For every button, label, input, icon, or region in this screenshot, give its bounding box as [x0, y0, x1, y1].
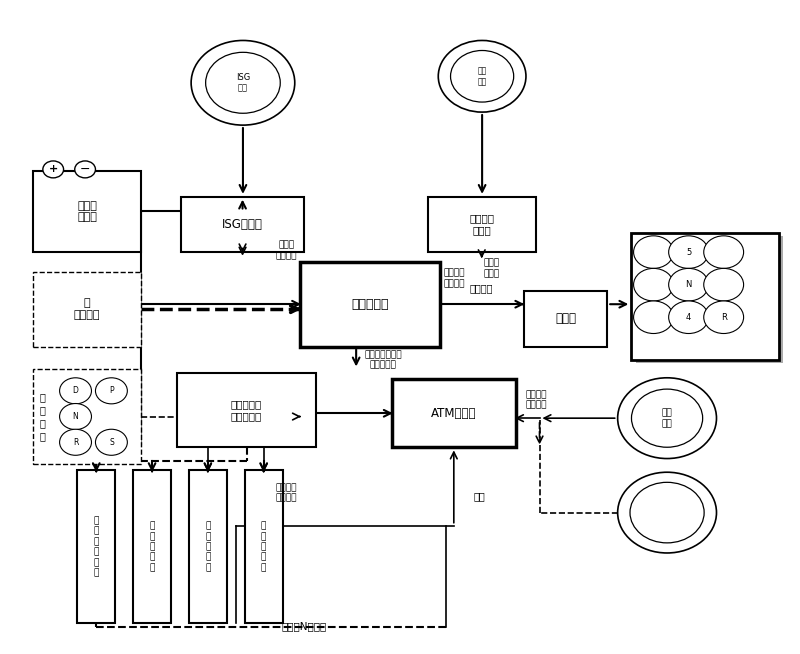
Text: 5: 5 [686, 248, 691, 256]
Text: P: P [109, 387, 114, 395]
Circle shape [634, 268, 674, 301]
Circle shape [43, 161, 63, 178]
Bar [631, 233, 778, 360]
Text: 换挡需求扭矩及
发动机转速: 换挡需求扭矩及 发动机转速 [364, 350, 402, 370]
Circle shape [704, 301, 744, 334]
Circle shape [450, 50, 514, 102]
Text: N: N [73, 412, 78, 421]
Text: 前
进
离
合
器: 前 进 离 合 器 [150, 521, 154, 572]
Text: 输: 输 [40, 418, 46, 428]
Text: ISG控制器: ISG控制器 [222, 218, 263, 231]
Circle shape [618, 472, 717, 553]
Text: 4: 4 [686, 313, 691, 322]
Text: 整车驱动模
式判定模块: 整车驱动模 式判定模块 [231, 399, 262, 421]
Text: −: − [80, 163, 90, 176]
Circle shape [669, 268, 709, 301]
Bar [392, 379, 515, 447]
Bar [300, 262, 440, 347]
Circle shape [704, 236, 744, 268]
Circle shape [95, 429, 127, 455]
Text: 常
啮
合
离
合
器: 常 啮 合 离 合 器 [94, 516, 99, 577]
Circle shape [59, 378, 91, 404]
Bar [245, 470, 283, 623]
Circle shape [74, 161, 95, 178]
Text: 档: 档 [40, 392, 46, 402]
Text: S: S [109, 438, 114, 447]
Text: 前进挡或
倒挡请求: 前进挡或 倒挡请求 [276, 483, 297, 503]
Bar [133, 470, 171, 623]
Text: N: N [686, 280, 692, 289]
Circle shape [206, 52, 280, 113]
Text: ATM控制器: ATM控制器 [431, 407, 477, 420]
Circle shape [438, 41, 526, 112]
Bar [428, 197, 535, 252]
Text: D: D [73, 387, 78, 395]
Circle shape [669, 236, 709, 268]
Text: +: + [49, 164, 58, 175]
Text: ISG
电机: ISG 电机 [236, 73, 250, 92]
Text: 入: 入 [40, 431, 46, 441]
Bar [177, 373, 316, 447]
Circle shape [630, 482, 704, 543]
Text: R: R [721, 313, 726, 322]
Text: 车速: 车速 [474, 491, 486, 502]
Text: 倒
退
离
合
器: 倒 退 离 合 器 [261, 521, 266, 572]
Text: R: R [73, 438, 78, 447]
Text: 离合器输
入轴转速: 离合器输 入轴转速 [525, 390, 546, 409]
Bar [34, 370, 141, 464]
Text: 后驱
电机: 后驱 电机 [478, 67, 486, 86]
Circle shape [704, 268, 744, 301]
Circle shape [95, 378, 127, 404]
Text: 空挡（N）请求: 空挡（N）请求 [282, 621, 327, 632]
Text: 发动机
转速同步: 发动机 转速同步 [276, 241, 297, 260]
Circle shape [59, 429, 91, 455]
Circle shape [618, 378, 717, 458]
Bar [34, 171, 141, 252]
Bar [523, 291, 607, 347]
Bar [189, 470, 227, 623]
Text: 离合
器盘: 离合 器盘 [662, 409, 673, 428]
Text: 人
油门踏板: 人 油门踏板 [74, 298, 100, 320]
Circle shape [669, 301, 709, 334]
Bar [181, 197, 304, 252]
Text: 后驱电机
控制器: 后驱电机 控制器 [470, 214, 494, 235]
Circle shape [631, 389, 702, 447]
Text: 半
轴
离
合
器: 半 轴 离 合 器 [205, 521, 210, 572]
Text: 整车控制器: 整车控制器 [351, 298, 389, 311]
Circle shape [634, 301, 674, 334]
Bar [34, 271, 141, 347]
Text: 换挡扭
矩补偿: 换挡扭 矩补偿 [483, 259, 499, 278]
Text: 执行器: 执行器 [555, 313, 576, 325]
Circle shape [634, 236, 674, 268]
Text: 换挡命令: 换挡命令 [470, 283, 494, 293]
Circle shape [59, 404, 91, 430]
Text: 高压电
池电量: 高压电 池电量 [77, 201, 97, 222]
Bar [636, 237, 783, 364]
Text: 位: 位 [40, 405, 46, 415]
Circle shape [191, 41, 294, 125]
Text: 前驱系统
等效油门: 前驱系统 等效油门 [444, 268, 466, 288]
Bar [77, 470, 115, 623]
